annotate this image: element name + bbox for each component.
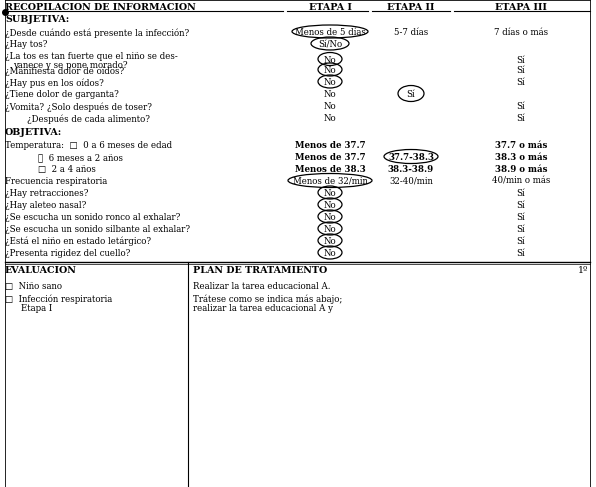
Text: Sí: Sí (517, 189, 525, 198)
Text: Sí: Sí (517, 114, 525, 123)
Text: PLAN DE TRATAMIENTO: PLAN DE TRATAMIENTO (193, 266, 327, 275)
Text: No: No (324, 102, 336, 111)
Text: Sí: Sí (517, 225, 525, 234)
Text: ETAPA III: ETAPA III (495, 3, 547, 12)
Text: □  Infección respiratoria: □ Infección respiratoria (5, 294, 112, 303)
Text: RECOPILACION DE INFORMACION: RECOPILACION DE INFORMACION (5, 3, 195, 12)
Text: No: No (324, 78, 336, 87)
Text: No: No (324, 201, 336, 210)
Text: ¿Tiene dolor de garganta?: ¿Tiene dolor de garganta? (5, 90, 119, 99)
Text: Sí: Sí (517, 102, 525, 111)
Text: Sí: Sí (517, 237, 525, 246)
Text: Menos de 38.3: Menos de 38.3 (294, 165, 365, 174)
Text: ¿Se escucha un sonido silbante al exhalar?: ¿Se escucha un sonido silbante al exhala… (5, 225, 190, 234)
Text: ¿Presenta rigidez del cuello?: ¿Presenta rigidez del cuello? (5, 249, 131, 258)
Text: 7 días o más: 7 días o más (494, 28, 548, 37)
Text: No: No (324, 114, 336, 123)
Text: OBJETIVA:: OBJETIVA: (5, 128, 62, 137)
Text: ¿Después de cada alimento?: ¿Después de cada alimento? (27, 114, 150, 124)
Text: Menos de 32/min: Menos de 32/min (293, 177, 368, 186)
Text: □  2 a 4 años: □ 2 a 4 años (5, 165, 96, 174)
Text: 37.7-38.3: 37.7-38.3 (388, 153, 434, 162)
Text: No: No (324, 189, 336, 198)
Text: Sí: Sí (517, 66, 525, 75)
Text: □  Niño sano: □ Niño sano (5, 282, 62, 291)
Text: vanece y se pone morado?: vanece y se pone morado? (13, 61, 128, 70)
Text: ETAPA I: ETAPA I (309, 3, 352, 12)
Text: 37.7 o más: 37.7 o más (495, 141, 547, 150)
Text: Frecuencia respiratoria: Frecuencia respiratoria (5, 177, 107, 186)
Text: ¿Manifiesta dolor de oídos?: ¿Manifiesta dolor de oídos? (5, 66, 124, 75)
Text: No: No (324, 249, 336, 258)
Text: ¿Hay pus en los oídos?: ¿Hay pus en los oídos? (5, 78, 104, 88)
Text: EVALUACION: EVALUACION (5, 266, 77, 275)
Text: No: No (324, 90, 336, 99)
Text: 1º: 1º (578, 266, 588, 275)
Text: No: No (324, 66, 336, 75)
Text: Sí: Sí (517, 78, 525, 87)
Text: No: No (324, 225, 336, 234)
Text: Sí: Sí (517, 213, 525, 222)
Text: ¿Está el niño en estado letárgico?: ¿Está el niño en estado letárgico? (5, 237, 151, 246)
Text: 38.3 o más: 38.3 o más (495, 153, 547, 162)
Text: ¿Desde cuándo está presente la infección?: ¿Desde cuándo está presente la infección… (5, 28, 190, 37)
Text: Temperatura:  □  0 a 6 meses de edad: Temperatura: □ 0 a 6 meses de edad (5, 141, 172, 150)
Text: 40/min o más: 40/min o más (492, 177, 550, 186)
Text: 32-40/min: 32-40/min (389, 177, 433, 186)
Text: SUBJETIVA:: SUBJETIVA: (5, 15, 69, 24)
Text: Menos de 37.7: Menos de 37.7 (294, 141, 365, 150)
Text: ☒  6 meses a 2 años: ☒ 6 meses a 2 años (5, 153, 123, 162)
Text: Menos de 5 días: Menos de 5 días (294, 28, 365, 37)
Text: Sí: Sí (517, 56, 525, 65)
Text: Sí: Sí (517, 249, 525, 258)
Text: 38.3-38.9: 38.3-38.9 (388, 165, 434, 174)
Text: 38.9 o más: 38.9 o más (495, 165, 547, 174)
Text: Realizar la tarea educacional A.: Realizar la tarea educacional A. (193, 282, 331, 291)
Text: ¿Vomita? ¿Solo después de toser?: ¿Vomita? ¿Solo después de toser? (5, 102, 152, 112)
Text: ¿Hay retracciones?: ¿Hay retracciones? (5, 189, 88, 198)
Text: ¿Se escucha un sonido ronco al exhalar?: ¿Se escucha un sonido ronco al exhalar? (5, 213, 181, 222)
Text: Sí/No: Sí/No (318, 40, 342, 49)
Text: Etapa I: Etapa I (21, 304, 52, 313)
Text: Sí: Sí (406, 90, 415, 99)
Text: Menos de 37.7: Menos de 37.7 (294, 153, 365, 162)
Text: realizar la tarea educacional A y: realizar la tarea educacional A y (193, 304, 333, 313)
Text: Sí: Sí (517, 201, 525, 210)
Text: ETAPA II: ETAPA II (387, 3, 434, 12)
Text: ¿La tos es tan fuerte que el niño se des-: ¿La tos es tan fuerte que el niño se des… (5, 52, 178, 61)
Text: 5-7 días: 5-7 días (394, 28, 428, 37)
Text: ¿Hay aleteo nasal?: ¿Hay aleteo nasal? (5, 201, 86, 210)
Text: No: No (324, 237, 336, 246)
Text: No: No (324, 213, 336, 222)
Text: ¿Hay tos?: ¿Hay tos? (5, 40, 48, 49)
Text: Trátese como se indica más abajo;: Trátese como se indica más abajo; (193, 294, 342, 303)
Text: No: No (324, 56, 336, 65)
